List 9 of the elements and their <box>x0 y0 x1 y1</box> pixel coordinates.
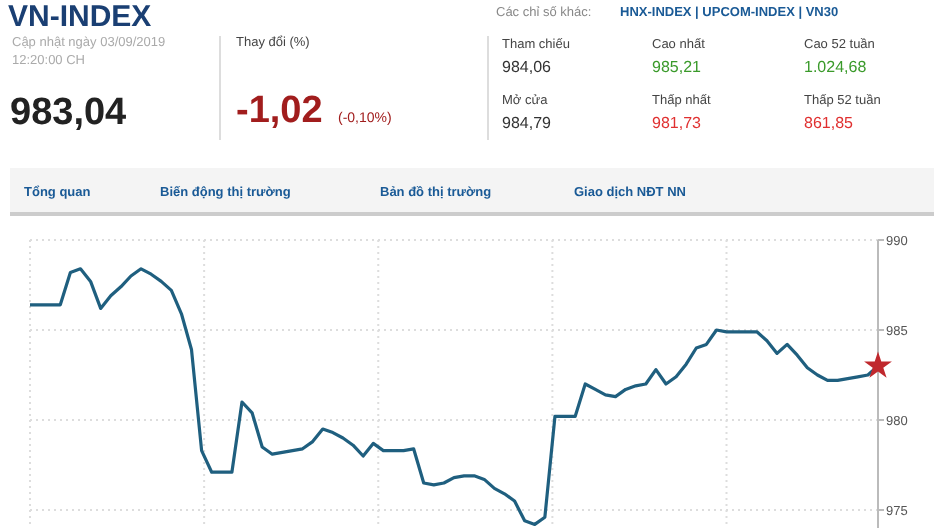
text: -1,02 <box>236 90 323 132</box>
text: 983,04 <box>10 92 128 134</box>
text: 861,85 <box>804 114 855 132</box>
text: 981,73 <box>652 114 703 132</box>
text: 984,06 <box>502 58 553 76</box>
text: 1.024,68 <box>804 58 868 76</box>
text: 985,21 <box>652 58 703 76</box>
text: 984,79 <box>502 114 553 132</box>
chart-title: VN-INDEX <box>8 0 152 34</box>
